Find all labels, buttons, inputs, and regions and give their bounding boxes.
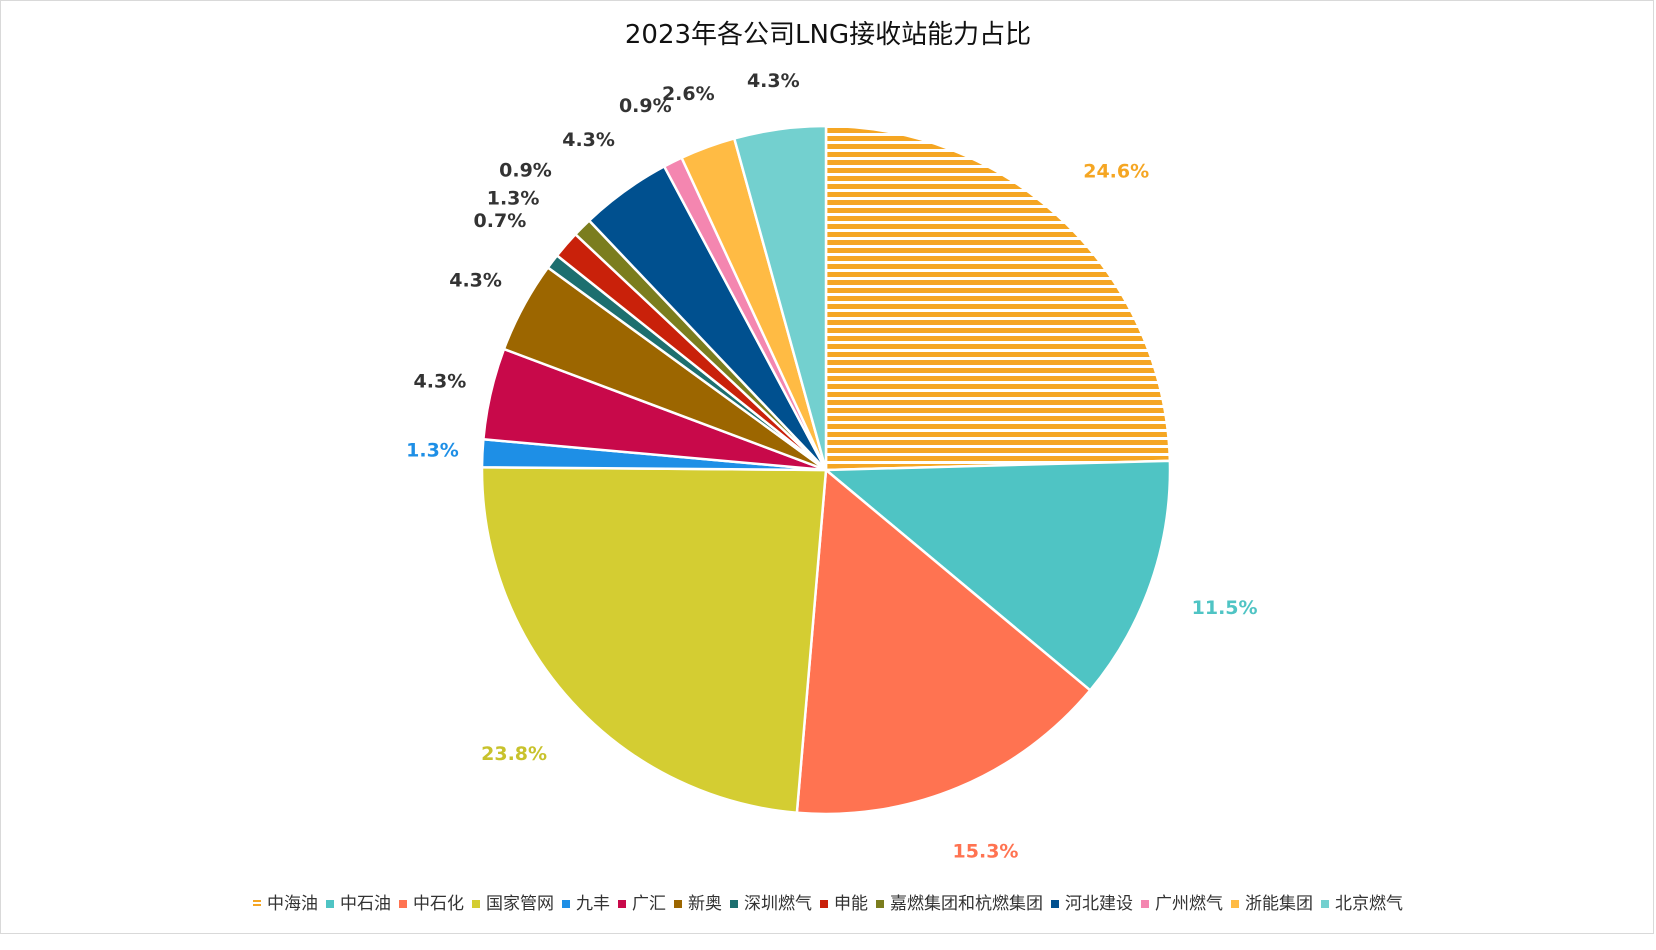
pie-label-10: 0.9% xyxy=(499,159,552,181)
pie-slice-2[interactable] xyxy=(822,459,1172,693)
legend-label-10: 嘉燃集团和杭燃集团 xyxy=(890,894,1043,914)
legend-item-9[interactable]: 申能 xyxy=(820,889,868,914)
pie-label-7: 4.3% xyxy=(449,270,502,292)
legend-label-4: 国家管网 xyxy=(486,894,554,914)
legend-swatch-14 xyxy=(1321,900,1329,908)
legend-item-1[interactable]: 中海油 xyxy=(253,889,318,914)
pie-chart: 24.6%11.5%15.3%23.8%1.3%4.3%4.3%0.7%1.3%… xyxy=(406,70,1257,862)
pie-label-4: 23.8% xyxy=(481,743,547,765)
pie-slice-14[interactable] xyxy=(732,124,828,471)
pie-labels: 24.6%11.5%15.3%23.8%1.3%4.3%4.3%0.7%1.3%… xyxy=(406,70,1257,862)
legend-label-5: 九丰 xyxy=(576,894,610,914)
pie-label-14: 4.3% xyxy=(747,70,800,92)
legend-item-6[interactable]: 广汇 xyxy=(618,889,666,914)
chart-title: 2023年各公司LNG接收站能力占比 xyxy=(624,20,1032,50)
pie-label-13: 2.6% xyxy=(662,83,715,105)
legend-swatch-2 xyxy=(326,900,334,908)
legend-label-7: 新奥 xyxy=(688,894,722,914)
legend-item-12[interactable]: 广州燃气 xyxy=(1141,889,1223,914)
pie-label-2: 11.5% xyxy=(1192,597,1258,619)
legend-item-5[interactable]: 九丰 xyxy=(562,889,610,914)
legend-item-3[interactable]: 中石化 xyxy=(399,889,464,914)
legend-item-10[interactable]: 嘉燃集团和杭燃集团 xyxy=(876,889,1043,914)
legend-label-13: 浙能集团 xyxy=(1245,894,1313,914)
legend-swatch-12 xyxy=(1141,900,1149,908)
legend-swatch-8 xyxy=(730,900,738,908)
legend-swatch-4 xyxy=(472,900,480,908)
legend-label-1: 中海油 xyxy=(267,894,318,914)
legend-swatch-13 xyxy=(1231,900,1239,908)
legend-label-8: 深圳燃气 xyxy=(744,894,812,914)
legend-swatch-11 xyxy=(1051,900,1059,908)
legend-swatch-9 xyxy=(820,900,828,908)
legend-swatch-5 xyxy=(562,900,570,908)
pie-label-11: 4.3% xyxy=(562,129,615,151)
legend-item-14[interactable]: 北京燃气 xyxy=(1321,889,1403,914)
legend-label-9: 申能 xyxy=(834,894,868,914)
legend-label-3: 中石化 xyxy=(413,894,464,914)
legend-label-2: 中石油 xyxy=(340,894,391,914)
legend-item-13[interactable]: 浙能集团 xyxy=(1231,889,1313,914)
pie-label-8: 0.7% xyxy=(474,210,527,232)
legend-item-7[interactable]: 新奥 xyxy=(674,889,722,914)
legend-label-11: 河北建设 xyxy=(1065,894,1133,914)
pie-slice-3[interactable] xyxy=(795,467,1092,816)
legend-swatch-1 xyxy=(253,900,261,908)
pie-label-9: 1.3% xyxy=(487,187,540,209)
legend-label-14: 北京燃气 xyxy=(1335,894,1403,914)
legend-label-12: 广州燃气 xyxy=(1155,894,1223,914)
pie-label-6: 4.3% xyxy=(414,370,467,392)
legend-label-6: 广汇 xyxy=(632,894,666,914)
legend-swatch-10 xyxy=(876,900,884,908)
pie-label-5: 1.3% xyxy=(406,439,459,461)
legend: 中海油 中石油 中石化 国家管网 九丰 广汇 新奥 深圳燃气 申能 嘉燃集团和杭燃集团 河北建设 广州… xyxy=(0,889,1656,914)
pie-label-3: 15.3% xyxy=(953,841,1019,863)
pie-label-12: 0.9% xyxy=(619,95,672,117)
pie-slice-1[interactable] xyxy=(824,124,1172,472)
legend-swatch-6 xyxy=(618,900,626,908)
legend-swatch-7 xyxy=(674,900,682,908)
legend-swatch-3 xyxy=(399,900,407,908)
pie-slices xyxy=(480,124,1172,816)
legend-item-2[interactable]: 中石油 xyxy=(326,889,391,914)
legend-item-8[interactable]: 深圳燃气 xyxy=(730,889,812,914)
pie-slice-4[interactable] xyxy=(480,466,828,815)
legend-item-4[interactable]: 国家管网 xyxy=(472,889,554,914)
legend-item-11[interactable]: 河北建设 xyxy=(1051,889,1133,914)
pie-label-1: 24.6% xyxy=(1083,160,1149,182)
